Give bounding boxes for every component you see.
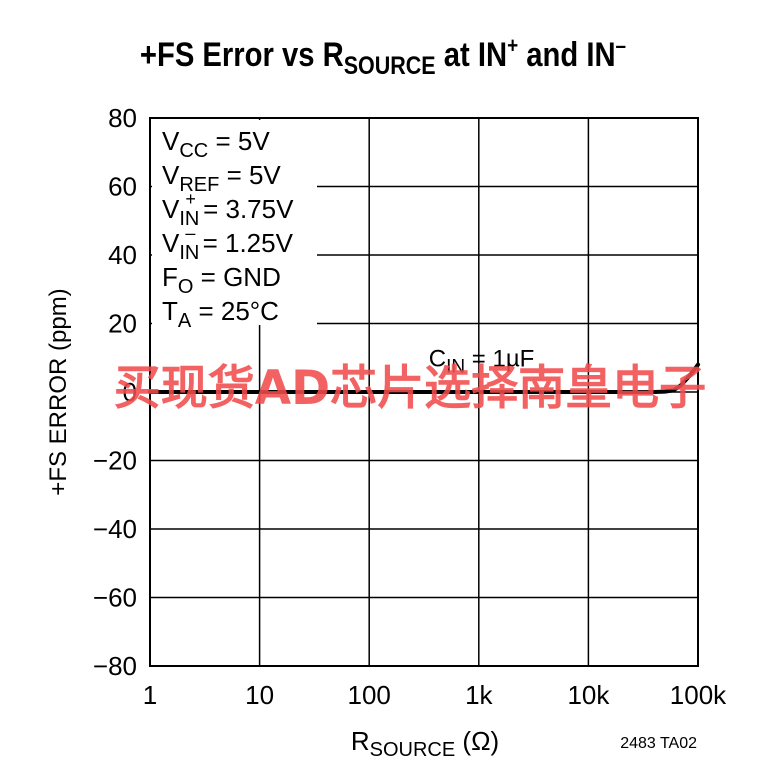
series-label: CIN = 1µF [429, 345, 535, 377]
y-tick-label: 80 [108, 103, 137, 133]
x-tick-label: 100k [670, 680, 727, 710]
y-tick-label: −80 [93, 651, 137, 681]
condition-line: VREF = 5V [162, 160, 281, 196]
y-tick-label: 60 [108, 172, 137, 202]
condition-line: VIN+ = 3.75V [162, 189, 294, 230]
x-tick-label: 10 [245, 680, 274, 710]
condition-line: FO = GND [162, 262, 281, 298]
y-tick-label: 40 [108, 240, 137, 270]
y-tick-label: 20 [108, 309, 137, 339]
watermark: 买现货AD芯片选择南皇电子 [114, 361, 706, 416]
chart-title: +FS Error vs RSOURCE at IN+ and IN– [140, 34, 626, 80]
figure-id: 2483 TA02 [620, 735, 697, 752]
x-tick-label: 100 [348, 680, 391, 710]
condition-line: VCC = 5V [162, 126, 270, 162]
x-tick-label: 1 [143, 680, 157, 710]
y-tick-label: 0 [123, 377, 137, 407]
x-axis-label: RSOURCE (Ω) [351, 726, 499, 761]
x-tick-label: 10k [567, 680, 610, 710]
y-tick-label: −40 [93, 514, 137, 544]
x-tick-label: 1k [465, 680, 493, 710]
condition-line: VIN– = 1.25V [162, 223, 294, 264]
y-axis-label: +FS ERROR (ppm) [45, 288, 72, 495]
conditions-box [152, 120, 317, 325]
condition-line: TA = 25°C [162, 296, 279, 332]
y-tick-label: −20 [93, 446, 137, 476]
y-tick-label: −60 [93, 583, 137, 613]
series-line-0 [148, 362, 700, 394]
tick-labels: 1 10 100 1k 10k 100k 80 60 40 20 0 −20 −40 −60 −80 [93, 103, 727, 710]
series-layer [148, 362, 700, 394]
